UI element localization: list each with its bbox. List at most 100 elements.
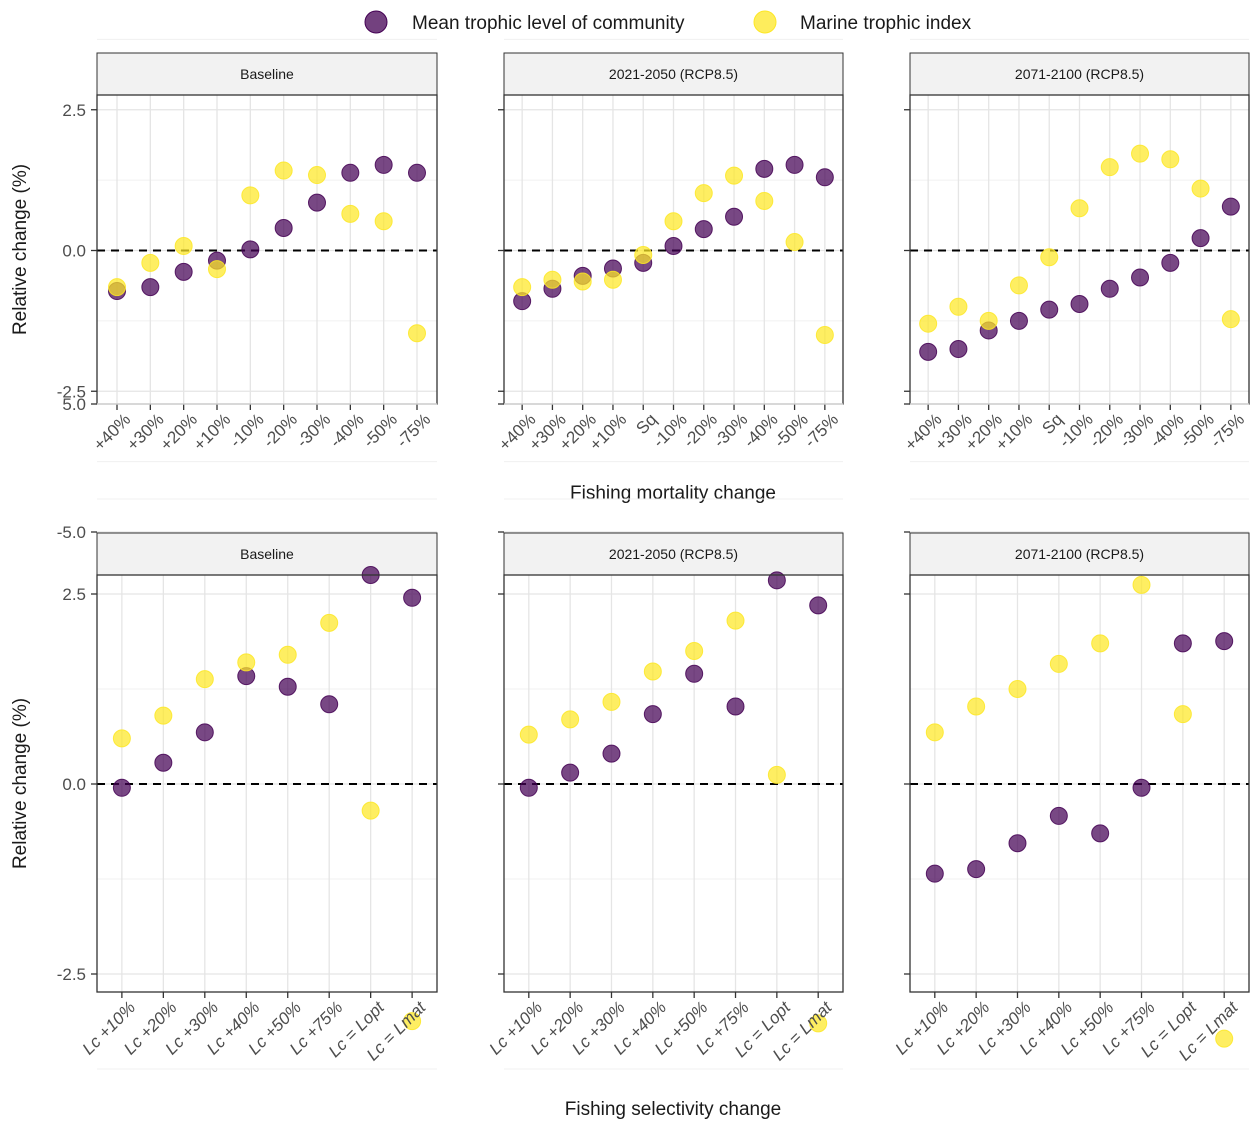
panel-strip — [503, 52, 844, 96]
x-axis-title: Fishing selectivity change — [565, 1099, 782, 1120]
point-mean-trophic-level — [374, 155, 393, 174]
point-mean-trophic-level — [1100, 279, 1119, 298]
y-tick-label: -2.5 — [57, 965, 86, 984]
y-tick-label: -2.5 — [57, 382, 86, 401]
x-tick-label: -10% — [1055, 410, 1096, 451]
x-tick-label: -40% — [326, 410, 367, 451]
point-mean-trophic-level — [785, 155, 804, 174]
legend: Mean trophic level of community Marine t… — [364, 10, 972, 34]
point-marine-trophic-index — [241, 186, 260, 205]
point-mean-trophic-level — [664, 236, 683, 255]
point-mean-trophic-level — [154, 753, 173, 772]
point-marine-trophic-index — [1221, 310, 1240, 329]
panel: 2021-2050 (RCP8.5)Lc +10%Lc +20%Lc +30%L… — [486, 403, 844, 1070]
chart-row-1: Baseline 5.0 2.5 0.0 -2.5 -5.0 +40%+30%+20%+10… — [10, 38, 1250, 542]
point-marine-trophic-index — [664, 212, 683, 231]
point-mean-trophic-level — [925, 864, 944, 883]
point-marine-trophic-index — [141, 253, 160, 272]
point-marine-trophic-index — [925, 723, 944, 742]
point-marine-trophic-index — [341, 204, 360, 223]
point-marine-trophic-index — [112, 729, 131, 748]
point-mean-trophic-level — [815, 168, 834, 187]
x-axis-title: Fishing mortality change — [570, 483, 776, 504]
x-tick-label: -30% — [293, 410, 334, 451]
point-mean-trophic-level — [767, 571, 786, 590]
point-marine-trophic-index — [603, 270, 622, 289]
point-marine-trophic-index — [308, 166, 326, 185]
legend-swatch-mtl — [364, 10, 388, 34]
point-marine-trophic-index — [725, 166, 744, 185]
x-tick-label: -30% — [1116, 410, 1157, 451]
point-mean-trophic-level — [1221, 197, 1240, 216]
point-mean-trophic-level — [141, 278, 160, 297]
point-marine-trophic-index — [919, 314, 938, 333]
point-marine-trophic-index — [195, 670, 214, 689]
point-marine-trophic-index — [967, 697, 986, 716]
point-mean-trophic-level — [1049, 806, 1068, 825]
y-tick-label: 2.5 — [62, 101, 86, 120]
point-mean-trophic-level — [403, 588, 422, 607]
x-tick-label: +10% — [190, 410, 235, 455]
point-marine-trophic-index — [785, 233, 804, 252]
point-marine-trophic-index — [1091, 634, 1110, 653]
point-marine-trophic-index — [374, 212, 393, 231]
legend-label-mti: Marine trophic index — [800, 13, 972, 34]
y-tick-label: -5.0 — [57, 523, 86, 542]
panel: Baseline 5.0 2.5 0.0 -2.5 -5.0 +40%+30%+20%+10… — [57, 38, 438, 542]
point-mean-trophic-level — [967, 860, 986, 879]
point-mean-trophic-level — [643, 705, 662, 724]
point-mean-trophic-level — [408, 163, 426, 182]
point-marine-trophic-index — [815, 325, 834, 344]
point-marine-trophic-index — [602, 692, 621, 711]
x-tick-label: +40% — [90, 410, 135, 455]
point-mean-trophic-level — [308, 193, 326, 212]
panel-title: Baseline — [240, 546, 294, 562]
x-tick-label: -75% — [1207, 410, 1248, 451]
y-axis-title: Relative change (%) — [10, 698, 31, 869]
x-tick-label: -40% — [1146, 410, 1187, 451]
point-mean-trophic-level — [755, 159, 774, 178]
point-marine-trophic-index — [208, 260, 226, 279]
legend-label-mtl: Mean trophic level of community — [412, 13, 685, 34]
point-marine-trophic-index — [1049, 654, 1068, 673]
point-mean-trophic-level — [725, 207, 744, 226]
point-mean-trophic-level — [685, 664, 704, 683]
panel-strip — [909, 532, 1250, 576]
point-marine-trophic-index — [1100, 158, 1119, 177]
point-mean-trophic-level — [1215, 632, 1234, 651]
panel-strip — [96, 52, 438, 96]
panel-strip — [503, 532, 844, 576]
point-marine-trophic-index — [1173, 705, 1192, 724]
x-tick-label: +30% — [123, 410, 168, 455]
y-tick-label: 0.0 — [62, 775, 86, 794]
point-mean-trophic-level — [1132, 778, 1151, 797]
point-marine-trophic-index — [1040, 248, 1059, 267]
point-mean-trophic-level — [112, 778, 131, 797]
point-marine-trophic-index — [694, 184, 713, 203]
point-marine-trophic-index — [573, 272, 592, 291]
point-marine-trophic-index — [108, 278, 126, 297]
x-tick-label: -20% — [680, 410, 721, 451]
point-mean-trophic-level — [341, 163, 360, 182]
point-marine-trophic-index — [685, 642, 704, 660]
panel-strip — [909, 52, 1250, 96]
point-mean-trophic-level — [241, 240, 260, 259]
x-tick-label: +20% — [156, 410, 201, 455]
point-marine-trophic-index — [237, 653, 256, 672]
point-mean-trophic-level — [174, 262, 193, 281]
point-marine-trophic-index — [403, 1012, 422, 1031]
x-tick-label: -50% — [359, 410, 400, 451]
point-marine-trophic-index — [408, 324, 426, 343]
point-marine-trophic-index — [174, 236, 193, 255]
point-mean-trophic-level — [726, 697, 745, 716]
point-marine-trophic-index — [809, 1014, 828, 1033]
point-marine-trophic-index — [513, 278, 532, 297]
point-marine-trophic-index — [755, 191, 774, 210]
point-marine-trophic-index — [519, 725, 538, 744]
x-tick-label: -40% — [740, 410, 781, 451]
x-tick-label: -20% — [1086, 410, 1127, 451]
point-marine-trophic-index — [1009, 276, 1028, 295]
x-tick-label: -75% — [393, 410, 434, 451]
point-mean-trophic-level — [1173, 634, 1192, 653]
